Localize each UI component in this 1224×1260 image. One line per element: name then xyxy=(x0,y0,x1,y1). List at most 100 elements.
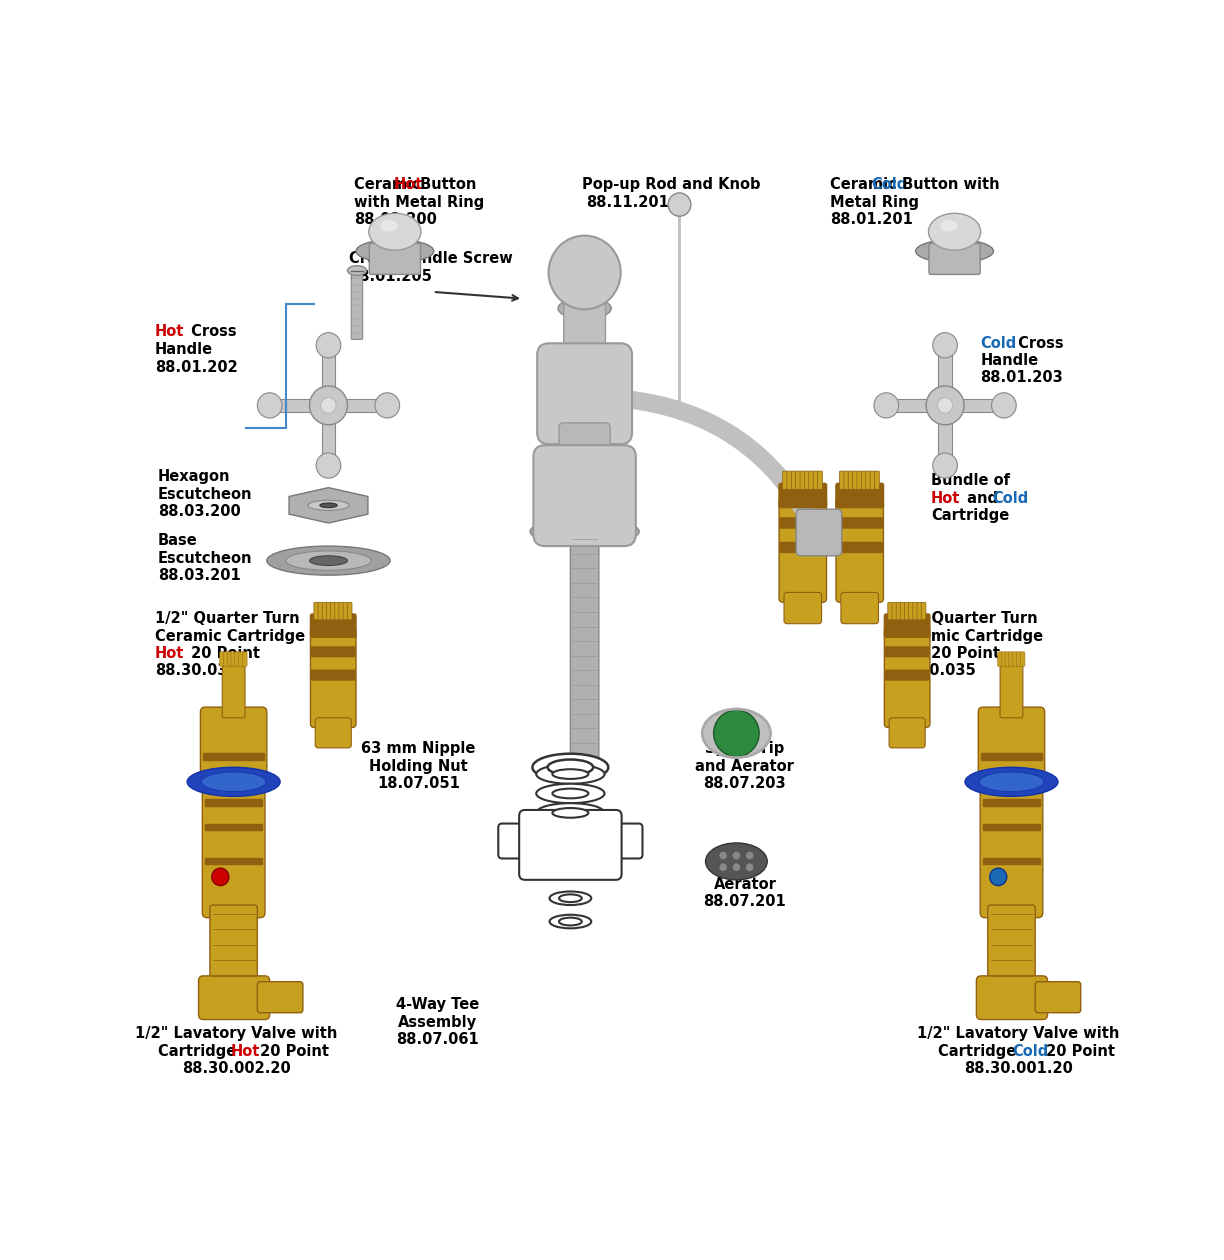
Text: Cold: Cold xyxy=(871,178,907,193)
Text: 20 Point: 20 Point xyxy=(186,646,261,662)
FancyBboxPatch shape xyxy=(537,343,632,445)
FancyBboxPatch shape xyxy=(778,484,826,508)
Ellipse shape xyxy=(552,808,589,818)
FancyBboxPatch shape xyxy=(311,646,355,656)
Polygon shape xyxy=(585,309,601,319)
Text: Spout Tip: Spout Tip xyxy=(705,741,785,756)
Text: 88.03.200: 88.03.200 xyxy=(158,504,240,519)
Circle shape xyxy=(745,863,754,871)
Text: Aerator: Aerator xyxy=(714,877,776,892)
Ellipse shape xyxy=(929,213,980,251)
FancyBboxPatch shape xyxy=(1005,651,1010,667)
Text: 88.07.201: 88.07.201 xyxy=(704,895,786,910)
Ellipse shape xyxy=(703,709,771,757)
FancyBboxPatch shape xyxy=(780,518,826,528)
Ellipse shape xyxy=(381,220,398,232)
Text: Hot: Hot xyxy=(231,1043,261,1058)
FancyBboxPatch shape xyxy=(857,471,862,489)
Text: Cold: Cold xyxy=(894,646,929,662)
Ellipse shape xyxy=(202,772,266,791)
Polygon shape xyxy=(289,488,368,523)
Text: 88.30.001.20: 88.30.001.20 xyxy=(963,1061,1072,1076)
Ellipse shape xyxy=(319,503,337,508)
Text: Cartridge: Cartridge xyxy=(939,1043,1022,1058)
Circle shape xyxy=(375,393,399,418)
Text: Escutcheon: Escutcheon xyxy=(158,486,252,501)
FancyBboxPatch shape xyxy=(334,602,339,620)
Text: Ceramic: Ceramic xyxy=(830,178,902,193)
Polygon shape xyxy=(322,345,335,406)
Ellipse shape xyxy=(552,769,589,779)
Text: 4-Way Tee: 4-Way Tee xyxy=(395,997,480,1012)
FancyBboxPatch shape xyxy=(242,651,247,667)
Circle shape xyxy=(212,868,229,886)
FancyBboxPatch shape xyxy=(1001,651,1006,667)
FancyBboxPatch shape xyxy=(311,670,355,680)
FancyBboxPatch shape xyxy=(311,627,356,727)
Bar xyxy=(983,858,1040,864)
FancyBboxPatch shape xyxy=(896,602,901,620)
FancyBboxPatch shape xyxy=(874,471,879,489)
Text: Pop-up Rod and Knob: Pop-up Rod and Knob xyxy=(581,178,760,193)
FancyBboxPatch shape xyxy=(796,471,800,489)
Text: 88.01.200: 88.01.200 xyxy=(354,213,437,227)
Text: 63 mm Nipple: 63 mm Nipple xyxy=(361,741,476,756)
Text: 1/2" Lavatory Valve with: 1/2" Lavatory Valve with xyxy=(917,1027,1119,1041)
Ellipse shape xyxy=(368,213,421,251)
Ellipse shape xyxy=(965,767,1058,796)
FancyBboxPatch shape xyxy=(339,602,344,620)
FancyBboxPatch shape xyxy=(223,660,245,718)
FancyBboxPatch shape xyxy=(534,445,635,546)
Ellipse shape xyxy=(536,765,605,784)
Ellipse shape xyxy=(308,500,349,510)
Circle shape xyxy=(927,386,965,425)
FancyBboxPatch shape xyxy=(809,471,814,489)
FancyBboxPatch shape xyxy=(889,718,925,748)
Circle shape xyxy=(745,852,754,859)
Ellipse shape xyxy=(979,772,1044,791)
FancyBboxPatch shape xyxy=(785,592,821,624)
Circle shape xyxy=(257,393,282,418)
Text: 88.30.036: 88.30.036 xyxy=(155,664,237,678)
FancyBboxPatch shape xyxy=(840,471,845,489)
Polygon shape xyxy=(945,398,1004,412)
FancyBboxPatch shape xyxy=(796,509,842,556)
FancyBboxPatch shape xyxy=(1036,982,1081,1013)
Text: Cross Handle Screw: Cross Handle Screw xyxy=(349,251,513,266)
Text: Cold: Cold xyxy=(1012,1043,1049,1058)
FancyBboxPatch shape xyxy=(905,602,909,620)
Text: 88.07.203: 88.07.203 xyxy=(704,776,786,791)
FancyBboxPatch shape xyxy=(780,542,826,552)
FancyBboxPatch shape xyxy=(865,471,870,489)
Circle shape xyxy=(733,852,741,859)
Bar xyxy=(982,752,1042,761)
FancyBboxPatch shape xyxy=(887,602,892,620)
Circle shape xyxy=(720,863,727,871)
Circle shape xyxy=(990,868,1007,886)
FancyBboxPatch shape xyxy=(1000,660,1023,718)
FancyBboxPatch shape xyxy=(370,243,421,275)
Ellipse shape xyxy=(532,753,608,781)
Polygon shape xyxy=(328,398,387,412)
Text: Cold: Cold xyxy=(843,573,880,588)
FancyBboxPatch shape xyxy=(570,528,599,774)
FancyBboxPatch shape xyxy=(813,471,818,489)
FancyBboxPatch shape xyxy=(257,982,302,1013)
Ellipse shape xyxy=(356,239,433,263)
Polygon shape xyxy=(568,297,585,309)
Circle shape xyxy=(874,393,898,418)
Circle shape xyxy=(720,852,727,859)
Text: with Metal Ring: with Metal Ring xyxy=(354,195,485,210)
Text: Cold: Cold xyxy=(980,335,1016,350)
Ellipse shape xyxy=(536,803,605,823)
Text: Button with: Button with xyxy=(897,178,999,193)
Circle shape xyxy=(321,398,337,413)
Text: 88.01.201: 88.01.201 xyxy=(830,213,913,227)
FancyBboxPatch shape xyxy=(922,602,925,620)
Ellipse shape xyxy=(348,266,366,276)
FancyBboxPatch shape xyxy=(998,651,1002,667)
FancyBboxPatch shape xyxy=(836,484,884,508)
Text: Ceramic Cartridge: Ceramic Cartridge xyxy=(894,629,1043,644)
FancyBboxPatch shape xyxy=(235,651,240,667)
Ellipse shape xyxy=(559,895,581,902)
